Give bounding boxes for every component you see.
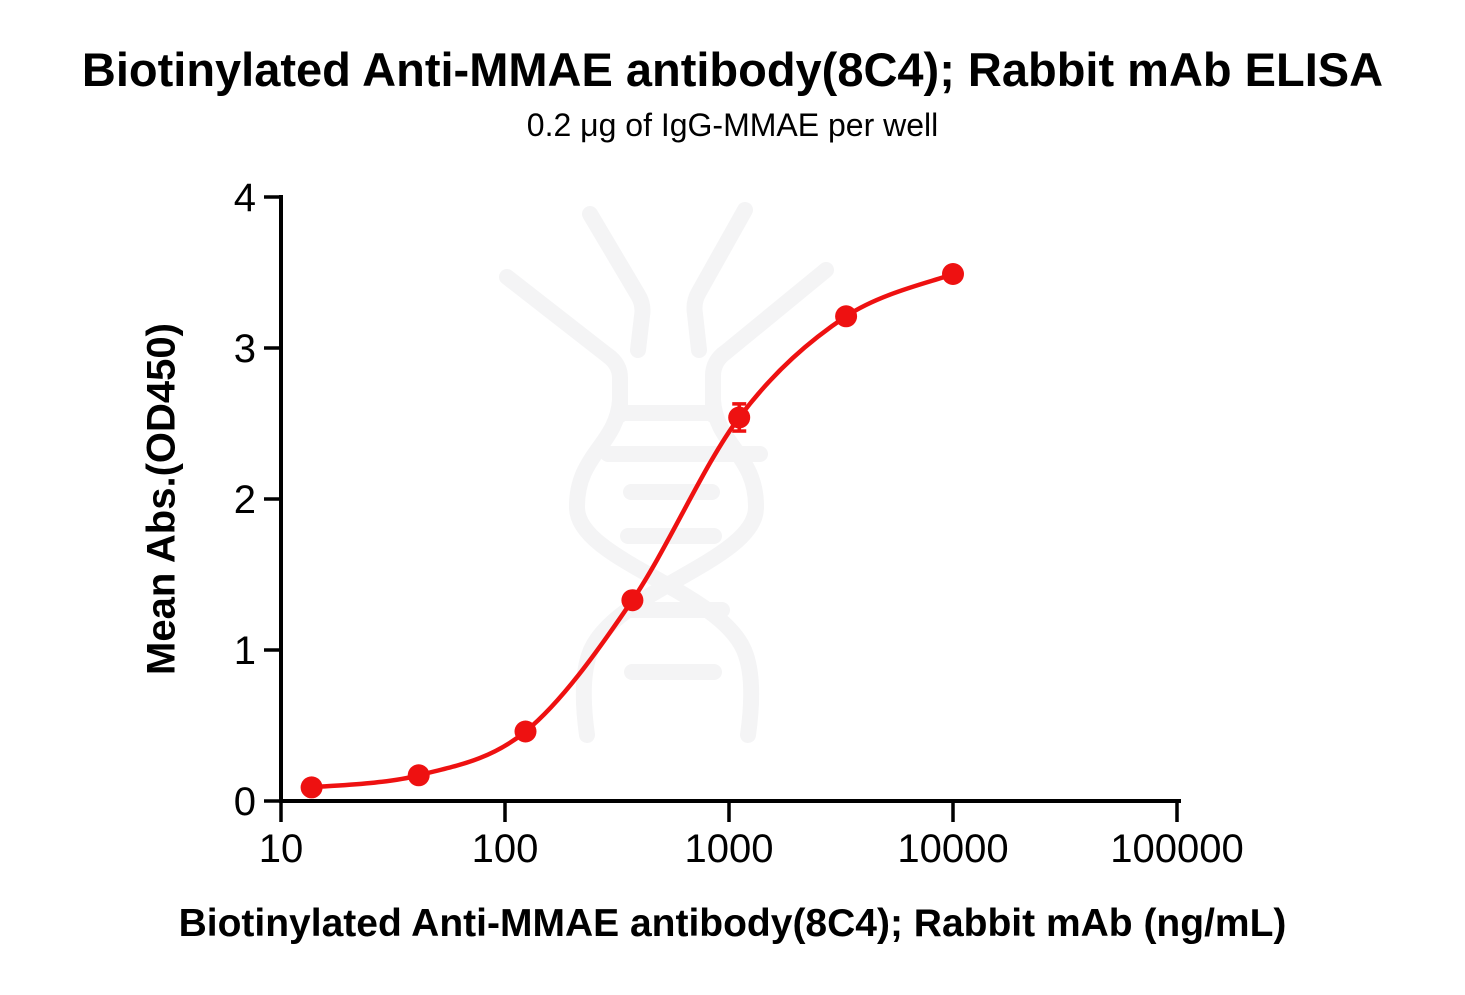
y-tick-label: 1 xyxy=(234,629,256,673)
chart-subtitle: 0.2 μg of IgG-MMAE per well xyxy=(526,107,939,143)
data-point-marker xyxy=(621,589,644,612)
y-tick-label: 4 xyxy=(234,176,256,220)
antibody-dna-watermark-icon xyxy=(499,202,834,743)
data-point-marker xyxy=(407,764,430,787)
data-point-marker xyxy=(942,263,964,285)
x-tick-label: 10000 xyxy=(897,827,1008,871)
x-axis: 10 100 1000 10000 100000 xyxy=(259,799,1244,871)
x-tick-label: 100 xyxy=(472,827,539,871)
watermark-prong-left xyxy=(582,206,651,358)
y-tick-label: 3 xyxy=(234,327,256,371)
y-axis-title: Mean Abs.(OD450) xyxy=(139,323,184,675)
x-tick-label: 10 xyxy=(259,827,304,871)
data-point-marker xyxy=(728,406,751,429)
x-tick-label: 100000 xyxy=(1110,827,1243,871)
data-point-marker xyxy=(514,720,537,743)
x-axis-title: Biotinylated Anti-MMAE antibody(8C4); Ra… xyxy=(178,902,1287,945)
data-point-marker xyxy=(835,305,858,328)
y-tick-label: 0 xyxy=(234,780,256,824)
watermark-prong-right xyxy=(686,202,753,358)
data-series xyxy=(300,263,964,799)
watermark-dna-strand-left xyxy=(568,392,760,743)
watermark-arm-left xyxy=(499,269,628,423)
data-point-marker xyxy=(300,776,323,799)
y-axis: 0 1 2 3 4 xyxy=(234,176,283,824)
y-tick-label: 2 xyxy=(234,478,256,522)
x-tick-label: 1000 xyxy=(685,827,774,871)
watermark-arm-right xyxy=(705,262,834,423)
chart-title: Biotinylated Anti-MMAE antibody(8C4); Ra… xyxy=(81,43,1384,96)
